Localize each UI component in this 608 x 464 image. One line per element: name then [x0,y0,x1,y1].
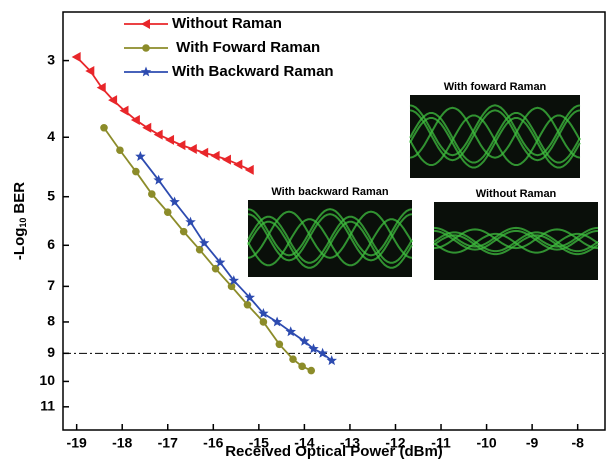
eye-trace [247,213,413,262]
x-tick-label: -8 [571,435,584,451]
x-tick-label: -16 [203,435,223,451]
y-tick-label: 4 [47,128,55,144]
data-point [195,245,204,254]
x-tick-label: -10 [476,435,496,451]
data-point [214,257,226,267]
inset-label: Without Raman [476,188,557,200]
eye-trace [409,114,581,166]
eye-trace [409,109,581,162]
data-point [176,140,186,151]
eye-trace [409,112,581,164]
y-tick-label: 5 [47,187,55,203]
y-tick-label: 11 [40,398,55,414]
data-point [142,122,152,133]
eye-trace [433,229,599,251]
data-point [71,52,81,63]
legend-label: With Backward Raman [172,63,334,80]
data-point [244,164,254,175]
data-point [298,362,306,371]
legend-marker [140,66,152,77]
eye-trace [433,226,599,248]
data-point [233,159,243,170]
data-point [308,343,319,354]
y-tick-label: 8 [47,313,55,329]
eye-trace [247,220,413,269]
x-tick-label: -17 [158,435,178,451]
eye-trace [247,208,413,257]
data-point [169,196,180,207]
eye-trace [433,232,599,254]
x-tick-label: -11 [431,435,451,451]
data-point [211,264,220,273]
data-point [221,154,231,165]
data-point [258,308,269,318]
data-point [326,355,337,366]
data-point [187,143,197,154]
y-tick-label: 9 [47,344,55,360]
data-point [199,237,210,248]
data-point [119,105,129,116]
data-point [307,366,316,375]
data-point [85,66,95,77]
inset-label: With backward Raman [271,186,389,198]
legend-label: Without Raman [172,15,282,32]
series-line [76,56,251,171]
eye-trace [247,218,413,267]
data-point [132,167,140,176]
x-tick-label: -15 [249,435,269,451]
eye-trace [433,234,599,256]
eye-trace [247,215,413,264]
data-point [259,318,268,326]
data-point [153,174,164,185]
data-point [148,190,156,198]
legend-marker [141,19,150,29]
data-point [108,95,118,106]
x-tick-label: -14 [294,435,314,451]
y-tick-label: 3 [47,51,55,67]
data-point [244,292,255,302]
data-point [210,150,220,161]
data-point [271,316,283,327]
data-point [163,208,172,217]
data-point [165,134,175,145]
data-point [100,123,108,132]
y-label-main: -Log [11,228,28,260]
data-point [153,129,163,140]
data-point [130,115,140,126]
x-axis-label: Received Optical Power (dBm) [225,443,443,460]
eye-trace [409,117,581,169]
data-point [199,147,209,158]
legend-marker [142,44,150,52]
x-tick-label: -12 [385,435,405,451]
y-tick-label: 6 [47,236,55,252]
inset-label: With foward Raman [444,81,547,93]
data-point [96,82,106,93]
data-point [179,227,188,236]
x-tick-label: -13 [340,435,360,451]
x-tick-label: -19 [67,435,87,451]
plot-frame [62,11,606,431]
eye-trace [433,231,599,253]
data-point [228,275,239,285]
data-point [299,335,310,346]
data-point [135,151,146,161]
data-point [317,347,328,358]
y-tick-label: 10 [39,372,55,388]
x-tick-label: -18 [112,435,132,451]
y-label-rest: BER [11,182,28,214]
data-point [289,355,297,363]
y-axis-label: -Log10 BER [11,182,28,260]
x-tick-label: -9 [526,435,539,451]
data-point [275,340,284,349]
eye-trace [409,104,581,157]
data-point [243,300,252,309]
y-label-sub: 10 [18,218,28,228]
data-point [285,326,296,337]
y-tick-label: 7 [47,277,55,293]
data-point [116,146,124,155]
legend-label: With Foward Raman [172,39,320,56]
data-point [227,282,236,291]
data-point [185,216,196,227]
